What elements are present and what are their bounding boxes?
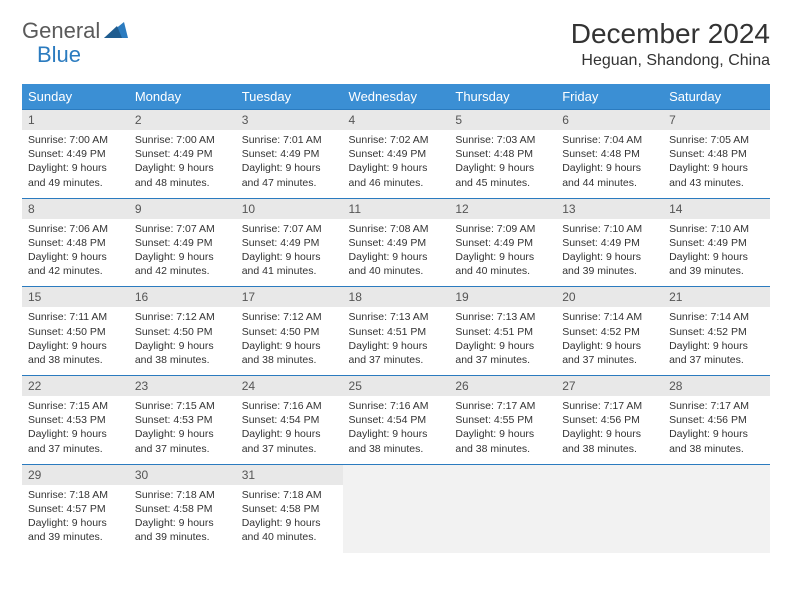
day-number-cell: 30 [129, 464, 236, 485]
day-body-cell: Sunrise: 7:01 AMSunset: 4:49 PMDaylight:… [236, 130, 343, 198]
title-block: December 2024 Heguan, Shandong, China [571, 18, 770, 70]
day-body-cell: Sunrise: 7:17 AMSunset: 4:56 PMDaylight:… [663, 396, 770, 464]
day-number-cell: 24 [236, 376, 343, 397]
day-number-row: 22232425262728 [22, 376, 770, 397]
day-body-row: Sunrise: 7:18 AMSunset: 4:57 PMDaylight:… [22, 485, 770, 553]
day-body-cell [343, 485, 450, 553]
day-number-cell: 21 [663, 287, 770, 308]
weekday-header: Friday [556, 84, 663, 110]
day-number-cell: 31 [236, 464, 343, 485]
day-body-cell: Sunrise: 7:15 AMSunset: 4:53 PMDaylight:… [22, 396, 129, 464]
day-number-cell: 12 [449, 198, 556, 219]
day-number-cell: 8 [22, 198, 129, 219]
day-number-row: 891011121314 [22, 198, 770, 219]
day-body-cell: Sunrise: 7:10 AMSunset: 4:49 PMDaylight:… [663, 219, 770, 287]
weekday-header: Saturday [663, 84, 770, 110]
day-number-cell: 25 [343, 376, 450, 397]
day-body-cell: Sunrise: 7:00 AMSunset: 4:49 PMDaylight:… [129, 130, 236, 198]
day-number-cell: 1 [22, 110, 129, 131]
month-title: December 2024 [571, 18, 770, 50]
day-number-cell: 23 [129, 376, 236, 397]
day-body-cell: Sunrise: 7:09 AMSunset: 4:49 PMDaylight:… [449, 219, 556, 287]
day-number-cell: 2 [129, 110, 236, 131]
day-number-cell: 19 [449, 287, 556, 308]
day-number-cell: 17 [236, 287, 343, 308]
day-body-cell: Sunrise: 7:06 AMSunset: 4:48 PMDaylight:… [22, 219, 129, 287]
weekday-header-row: Sunday Monday Tuesday Wednesday Thursday… [22, 84, 770, 110]
day-body-cell: Sunrise: 7:13 AMSunset: 4:51 PMDaylight:… [343, 307, 450, 375]
day-body-cell: Sunrise: 7:08 AMSunset: 4:49 PMDaylight:… [343, 219, 450, 287]
day-number-cell: 26 [449, 376, 556, 397]
day-number-cell: 18 [343, 287, 450, 308]
day-number-cell: 6 [556, 110, 663, 131]
day-body-cell: Sunrise: 7:14 AMSunset: 4:52 PMDaylight:… [663, 307, 770, 375]
day-body-cell [449, 485, 556, 553]
day-number-cell: 14 [663, 198, 770, 219]
day-number-cell [556, 464, 663, 485]
day-number-cell: 22 [22, 376, 129, 397]
day-number-cell: 11 [343, 198, 450, 219]
day-body-cell: Sunrise: 7:18 AMSunset: 4:57 PMDaylight:… [22, 485, 129, 553]
day-body-cell: Sunrise: 7:13 AMSunset: 4:51 PMDaylight:… [449, 307, 556, 375]
day-number-cell [663, 464, 770, 485]
day-body-cell: Sunrise: 7:18 AMSunset: 4:58 PMDaylight:… [129, 485, 236, 553]
day-body-cell: Sunrise: 7:04 AMSunset: 4:48 PMDaylight:… [556, 130, 663, 198]
day-body-row: Sunrise: 7:00 AMSunset: 4:49 PMDaylight:… [22, 130, 770, 198]
day-body-row: Sunrise: 7:06 AMSunset: 4:48 PMDaylight:… [22, 219, 770, 287]
day-body-cell [663, 485, 770, 553]
day-number-cell: 13 [556, 198, 663, 219]
day-body-cell: Sunrise: 7:05 AMSunset: 4:48 PMDaylight:… [663, 130, 770, 198]
weekday-header: Wednesday [343, 84, 450, 110]
day-number-cell: 10 [236, 198, 343, 219]
day-body-cell [556, 485, 663, 553]
logo-text-blue: Blue [37, 42, 81, 67]
day-number-row: 15161718192021 [22, 287, 770, 308]
day-body-cell: Sunrise: 7:15 AMSunset: 4:53 PMDaylight:… [129, 396, 236, 464]
day-body-cell: Sunrise: 7:07 AMSunset: 4:49 PMDaylight:… [236, 219, 343, 287]
day-body-row: Sunrise: 7:15 AMSunset: 4:53 PMDaylight:… [22, 396, 770, 464]
day-body-cell: Sunrise: 7:17 AMSunset: 4:56 PMDaylight:… [556, 396, 663, 464]
day-number-cell: 4 [343, 110, 450, 131]
day-body-cell: Sunrise: 7:14 AMSunset: 4:52 PMDaylight:… [556, 307, 663, 375]
weekday-header: Monday [129, 84, 236, 110]
header: General December 2024 Heguan, Shandong, … [22, 18, 770, 70]
calendar-table: Sunday Monday Tuesday Wednesday Thursday… [22, 84, 770, 553]
day-body-row: Sunrise: 7:11 AMSunset: 4:50 PMDaylight:… [22, 307, 770, 375]
day-body-cell: Sunrise: 7:02 AMSunset: 4:49 PMDaylight:… [343, 130, 450, 198]
logo-text-general: General [22, 18, 100, 44]
day-body-cell: Sunrise: 7:07 AMSunset: 4:49 PMDaylight:… [129, 219, 236, 287]
day-number-row: 293031 [22, 464, 770, 485]
logo: General [22, 18, 130, 44]
logo-triangle-icon [104, 20, 128, 43]
day-number-cell [449, 464, 556, 485]
day-number-cell: 20 [556, 287, 663, 308]
day-number-cell: 3 [236, 110, 343, 131]
day-body-cell: Sunrise: 7:16 AMSunset: 4:54 PMDaylight:… [343, 396, 450, 464]
day-number-cell: 29 [22, 464, 129, 485]
day-number-cell: 15 [22, 287, 129, 308]
day-body-cell: Sunrise: 7:12 AMSunset: 4:50 PMDaylight:… [236, 307, 343, 375]
day-body-cell: Sunrise: 7:16 AMSunset: 4:54 PMDaylight:… [236, 396, 343, 464]
weekday-header: Tuesday [236, 84, 343, 110]
weekday-header: Sunday [22, 84, 129, 110]
location: Heguan, Shandong, China [571, 52, 770, 70]
day-body-cell: Sunrise: 7:10 AMSunset: 4:49 PMDaylight:… [556, 219, 663, 287]
day-number-cell: 27 [556, 376, 663, 397]
day-body-cell: Sunrise: 7:12 AMSunset: 4:50 PMDaylight:… [129, 307, 236, 375]
day-number-cell [343, 464, 450, 485]
day-body-cell: Sunrise: 7:03 AMSunset: 4:48 PMDaylight:… [449, 130, 556, 198]
day-number-cell: 9 [129, 198, 236, 219]
day-number-cell: 5 [449, 110, 556, 131]
day-body-cell: Sunrise: 7:11 AMSunset: 4:50 PMDaylight:… [22, 307, 129, 375]
day-number-cell: 7 [663, 110, 770, 131]
day-number-cell: 16 [129, 287, 236, 308]
day-body-cell: Sunrise: 7:18 AMSunset: 4:58 PMDaylight:… [236, 485, 343, 553]
weekday-header: Thursday [449, 84, 556, 110]
day-body-cell: Sunrise: 7:00 AMSunset: 4:49 PMDaylight:… [22, 130, 129, 198]
day-number-row: 1234567 [22, 110, 770, 131]
day-number-cell: 28 [663, 376, 770, 397]
day-body-cell: Sunrise: 7:17 AMSunset: 4:55 PMDaylight:… [449, 396, 556, 464]
